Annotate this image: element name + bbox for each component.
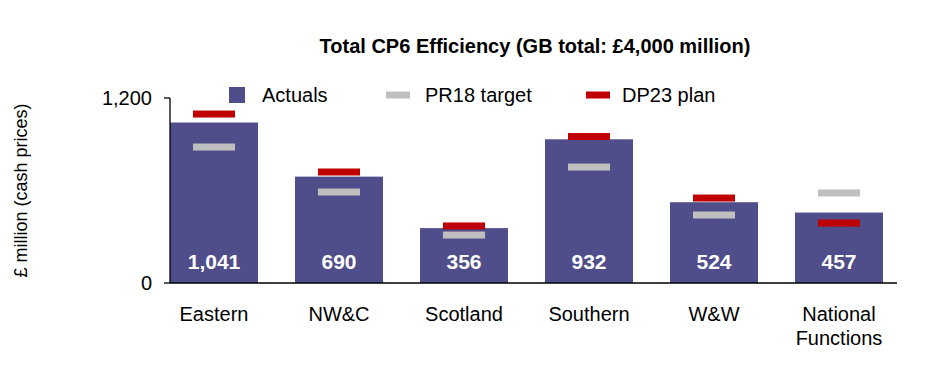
marker bbox=[693, 212, 735, 219]
marker bbox=[318, 189, 360, 196]
bar bbox=[670, 202, 758, 283]
bar bbox=[545, 139, 633, 283]
y-tick-label: 0 bbox=[141, 272, 152, 294]
y-tick bbox=[164, 282, 170, 283]
legend-swatch bbox=[386, 92, 410, 99]
legend-swatch bbox=[229, 87, 245, 103]
marker bbox=[318, 169, 360, 176]
x-tick-label: Southern bbox=[548, 303, 629, 325]
bar bbox=[795, 213, 883, 283]
x-axis bbox=[170, 282, 897, 283]
marker bbox=[818, 220, 860, 227]
marker bbox=[193, 111, 235, 118]
data-label: 932 bbox=[571, 250, 606, 273]
data-label: 524 bbox=[696, 250, 731, 273]
legend: Actuals PR18 target DP23 plan bbox=[229, 84, 715, 106]
y-tick-label: 1,200 bbox=[102, 87, 152, 109]
y-axis-label: £ million (cash prices) bbox=[11, 103, 31, 277]
bar bbox=[420, 228, 508, 283]
chart: Total CP6 Efficiency (GB total: £4,000 m… bbox=[0, 0, 937, 369]
legend-label: DP23 plan bbox=[622, 84, 715, 106]
marker bbox=[443, 232, 485, 239]
data-label: 457 bbox=[821, 250, 856, 273]
marker bbox=[818, 189, 860, 196]
legend-label: PR18 target bbox=[425, 84, 532, 106]
legend-swatch bbox=[586, 92, 610, 99]
marker bbox=[693, 195, 735, 202]
x-tick-label-line: W&W bbox=[688, 303, 739, 325]
marker bbox=[443, 222, 485, 229]
data-label: 690 bbox=[321, 250, 356, 273]
marker bbox=[568, 164, 610, 171]
data-label: 356 bbox=[446, 250, 481, 273]
x-tick-label: Scotland bbox=[425, 303, 503, 325]
x-tick-label-line: National bbox=[802, 303, 875, 325]
bar bbox=[295, 177, 383, 283]
marker bbox=[568, 133, 610, 140]
title: Total CP6 Efficiency (GB total: £4,000 m… bbox=[320, 35, 751, 57]
x-tick-label-line: NW&C bbox=[308, 303, 369, 325]
legend-label: Actuals bbox=[262, 84, 328, 106]
y-tick bbox=[164, 97, 170, 98]
x-tick-label-line: Southern bbox=[548, 303, 629, 325]
x-tick-label: W&W bbox=[688, 303, 739, 325]
data-label: 1,041 bbox=[188, 250, 241, 273]
data-labels: 1,041 690 356 932 524 457 bbox=[188, 250, 857, 273]
x-tick-label-line: Functions bbox=[796, 327, 883, 349]
marks bbox=[170, 111, 883, 283]
bar bbox=[170, 123, 258, 283]
x-tick-label-line: Eastern bbox=[180, 303, 249, 325]
y-axis bbox=[169, 98, 170, 283]
x-tick-label: NationalFunctions bbox=[796, 303, 883, 349]
x-tick-label: Eastern bbox=[180, 303, 249, 325]
marker bbox=[193, 144, 235, 151]
x-tick-label: NW&C bbox=[308, 303, 369, 325]
x-tick-label-line: Scotland bbox=[425, 303, 503, 325]
